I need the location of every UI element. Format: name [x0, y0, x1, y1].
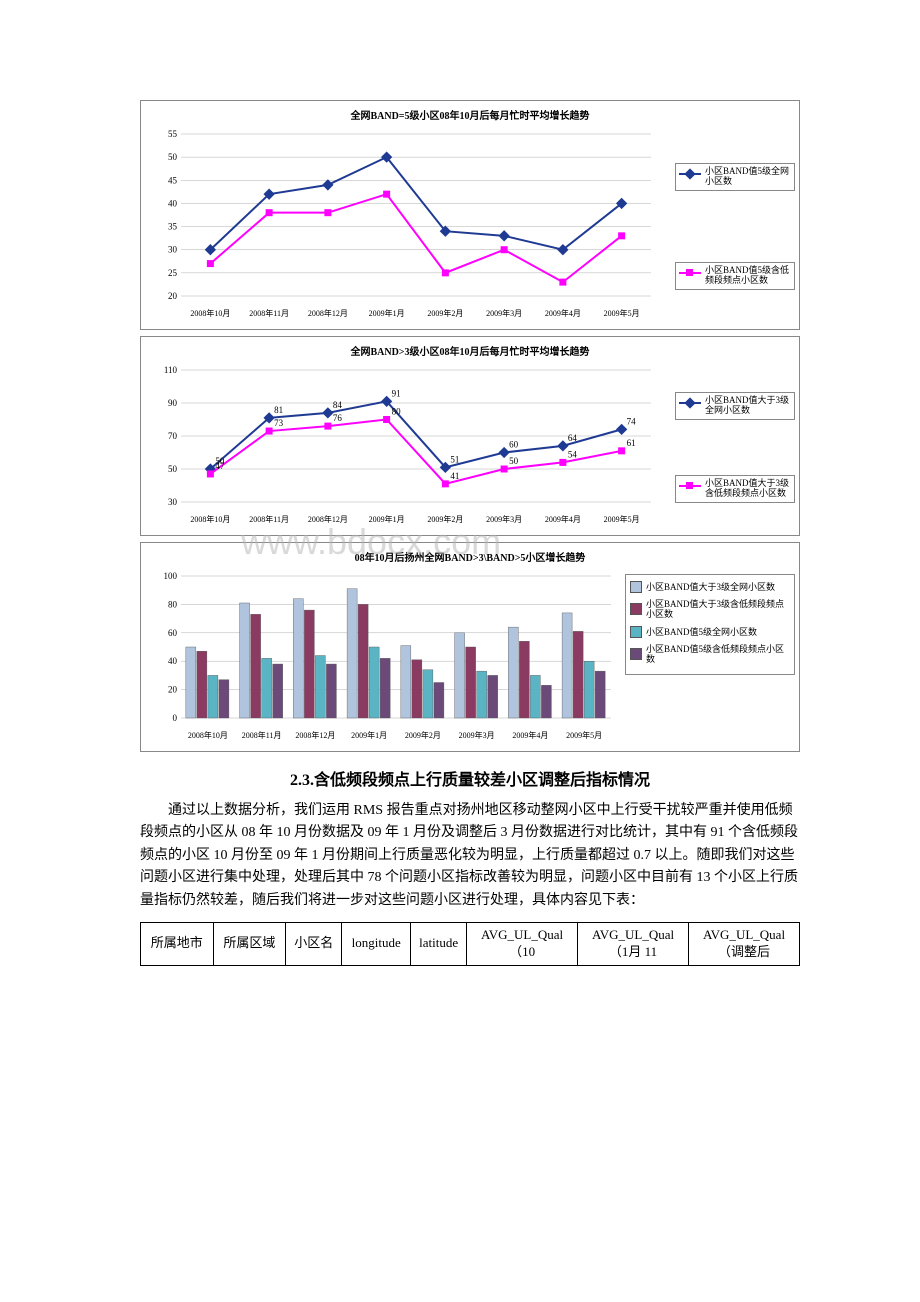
- chart1-title: 全网BAND=5级小区08年10月后每月忙时平均增长趋势: [141, 101, 799, 124]
- svg-text:45: 45: [168, 175, 178, 185]
- svg-text:47: 47: [215, 461, 225, 471]
- svg-text:2009年3月: 2009年3月: [486, 308, 522, 318]
- table-header-cell: 所属区域: [213, 922, 286, 965]
- svg-text:2008年10月: 2008年10月: [190, 514, 230, 524]
- svg-text:2008年12月: 2008年12月: [308, 308, 348, 318]
- svg-text:2009年5月: 2009年5月: [566, 730, 602, 740]
- table-header-cell: AVG_UL_Qual（调整后: [689, 922, 800, 965]
- svg-text:73: 73: [274, 418, 284, 428]
- chart3-title: 08年10月后扬州全网BAND>3\BAND>5小区增长趋势: [141, 543, 799, 566]
- data-table: 所属地市所属区域小区名longitudelatitudeAVG_UL_Qual（…: [140, 922, 800, 966]
- table-header-row: 所属地市所属区域小区名longitudelatitudeAVG_UL_Qual（…: [141, 922, 800, 965]
- svg-text:40: 40: [168, 198, 178, 208]
- svg-text:41: 41: [450, 471, 459, 481]
- svg-text:70: 70: [168, 431, 178, 441]
- chart2-title: 全网BAND>3级小区08年10月后每月忙时平均增长趋势: [141, 337, 799, 360]
- svg-text:35: 35: [168, 222, 178, 232]
- svg-text:2008年10月: 2008年10月: [190, 308, 230, 318]
- chart-band3-trend: 全网BAND>3级小区08年10月后每月忙时平均增长趋势 30 50 70 90 110…: [140, 336, 800, 536]
- svg-text:50: 50: [168, 464, 178, 474]
- svg-text:30: 30: [168, 245, 178, 255]
- legend-item: 小区BAND值大于3级全网小区数: [675, 392, 795, 420]
- svg-text:80: 80: [392, 407, 402, 417]
- chart2-plot: 30 50 70 90 110 2008年10月 2008年11月 2008年12月 2009年…: [141, 360, 671, 535]
- chart1-plot: 20 25 30 35 40 45 50 55 2008年10月 2008年11月 2008年12月…: [141, 124, 671, 329]
- table-header-cell: longitude: [342, 922, 411, 965]
- table-header-cell: AVG_UL_Qual（1月 11: [578, 922, 689, 965]
- svg-text:2009年1月: 2009年1月: [369, 514, 405, 524]
- svg-text:64: 64: [568, 433, 578, 443]
- svg-text:55: 55: [168, 129, 178, 139]
- svg-text:80: 80: [168, 599, 178, 609]
- chart-bar-combined: www.bdocx.com 08年10月后扬州全网BAND>3\BAND>5小区…: [140, 542, 800, 752]
- svg-text:74: 74: [627, 416, 637, 426]
- svg-text:61: 61: [627, 438, 636, 448]
- svg-text:2009年3月: 2009年3月: [486, 514, 522, 524]
- table-header-cell: latitude: [411, 922, 467, 965]
- svg-text:60: 60: [509, 440, 519, 450]
- svg-text:2009年4月: 2009年4月: [512, 730, 548, 740]
- svg-text:0: 0: [173, 713, 178, 723]
- svg-text:50: 50: [509, 456, 519, 466]
- svg-text:100: 100: [164, 571, 178, 581]
- svg-text:90: 90: [168, 398, 178, 408]
- table-header-cell: 小区名: [286, 922, 342, 965]
- svg-text:2009年2月: 2009年2月: [427, 514, 463, 524]
- chart1-legend: 小区BAND值5级全网小区数小区BAND值5级含低频段频点小区数: [671, 124, 799, 329]
- svg-text:2008年11月: 2008年11月: [249, 308, 289, 318]
- table-header-cell: 所属地市: [141, 922, 214, 965]
- svg-text:30: 30: [168, 497, 178, 507]
- svg-text:2009年2月: 2009年2月: [427, 308, 463, 318]
- legend-item: 小区BAND值5级全网小区数: [675, 163, 795, 191]
- svg-text:40: 40: [168, 656, 178, 666]
- svg-text:2008年11月: 2008年11月: [249, 514, 289, 524]
- legend-item: 小区BAND值5级含低频段频点小区数: [675, 262, 795, 290]
- svg-text:2009年4月: 2009年4月: [545, 514, 581, 524]
- chart3-legend: 小区BAND值大于3级全网小区数小区BAND值大于3级含低频段频点小区数小区BA…: [621, 566, 799, 751]
- svg-text:20: 20: [168, 685, 178, 695]
- svg-text:110: 110: [164, 365, 178, 375]
- legend-item: 小区BAND值大于3级含低频段频点小区数: [675, 475, 795, 503]
- svg-text:81: 81: [274, 405, 283, 415]
- svg-text:2008年11月: 2008年11月: [242, 730, 282, 740]
- section-heading: 2.3.含低频段频点上行质量较差小区调整后指标情况: [140, 766, 800, 790]
- body-paragraph: 通过以上数据分析，我们运用 RMS 报告重点对扬州地区移动整网小区中上行受干扰较…: [140, 800, 800, 912]
- svg-text:2009年1月: 2009年1月: [351, 730, 387, 740]
- svg-text:2009年2月: 2009年2月: [405, 730, 441, 740]
- legend-item: 小区BAND值5级含低频段频点小区数: [630, 644, 790, 665]
- svg-text:2008年12月: 2008年12月: [308, 514, 348, 524]
- legend-item: 小区BAND值5级全网小区数: [630, 626, 790, 638]
- svg-text:76: 76: [333, 413, 343, 423]
- svg-text:91: 91: [392, 388, 401, 398]
- chart2-legend: 小区BAND值大于3级全网小区数小区BAND值大于3级含低频段频点小区数: [671, 360, 799, 535]
- table-header-cell: AVG_UL_Qual（10: [467, 922, 578, 965]
- chart3-plot: 0 20 40 60 80 100 2008年10月 2008年11月 2008年12月 2009…: [141, 566, 621, 751]
- svg-text:2008年12月: 2008年12月: [295, 730, 335, 740]
- legend-item: 小区BAND值大于3级含低频段频点小区数: [630, 599, 790, 620]
- chart-band5-trend: 全网BAND=5级小区08年10月后每月忙时平均增长趋势 20 25 30 35 40 4…: [140, 100, 800, 330]
- legend-item: 小区BAND值大于3级全网小区数: [630, 581, 790, 593]
- svg-text:2009年1月: 2009年1月: [369, 308, 405, 318]
- svg-text:51: 51: [450, 454, 459, 464]
- svg-text:84: 84: [333, 400, 343, 410]
- svg-text:54: 54: [568, 449, 578, 459]
- svg-text:2009年4月: 2009年4月: [545, 308, 581, 318]
- svg-text:2009年5月: 2009年5月: [604, 514, 640, 524]
- svg-text:2008年10月: 2008年10月: [188, 730, 228, 740]
- svg-text:2009年3月: 2009年3月: [459, 730, 495, 740]
- svg-text:60: 60: [168, 628, 178, 638]
- svg-text:50: 50: [168, 152, 178, 162]
- svg-text:2009年5月: 2009年5月: [604, 308, 640, 318]
- svg-text:25: 25: [168, 268, 178, 278]
- svg-text:20: 20: [168, 291, 178, 301]
